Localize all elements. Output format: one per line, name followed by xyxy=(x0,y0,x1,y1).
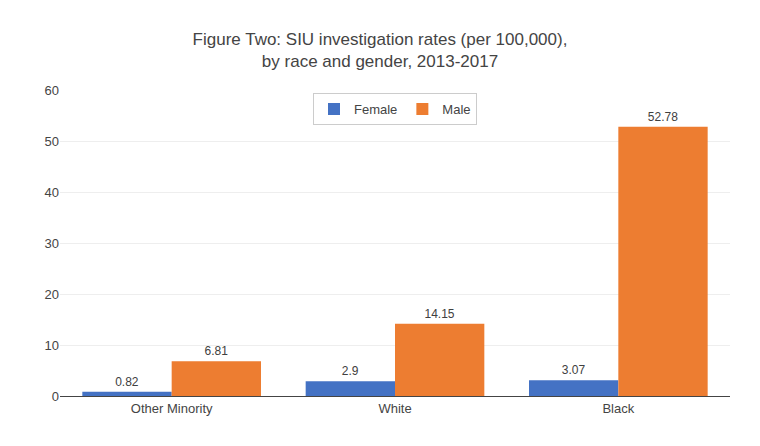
svg-text:Other Minority: Other Minority xyxy=(131,401,213,416)
svg-text:14.15: 14.15 xyxy=(424,307,454,321)
svg-text:Male: Male xyxy=(442,102,470,117)
svg-text:50: 50 xyxy=(45,134,59,149)
svg-text:White: White xyxy=(378,401,411,416)
svg-text:20: 20 xyxy=(45,287,59,302)
svg-text:40: 40 xyxy=(45,185,59,200)
svg-text:52.78: 52.78 xyxy=(648,110,678,124)
svg-text:6.81: 6.81 xyxy=(204,344,228,358)
svg-text:2.9: 2.9 xyxy=(342,364,359,378)
svg-text:0: 0 xyxy=(52,389,59,404)
svg-text:0.82: 0.82 xyxy=(115,375,139,389)
svg-text:10: 10 xyxy=(45,338,59,353)
svg-text:Figure Two: SIU investigation: Figure Two: SIU investigation rates (per… xyxy=(193,30,568,71)
svg-text:Black: Black xyxy=(602,401,634,416)
svg-text:Female: Female xyxy=(354,102,397,117)
svg-text:30: 30 xyxy=(45,236,59,251)
svg-text:60: 60 xyxy=(45,83,59,98)
svg-text:3.07: 3.07 xyxy=(562,363,586,377)
